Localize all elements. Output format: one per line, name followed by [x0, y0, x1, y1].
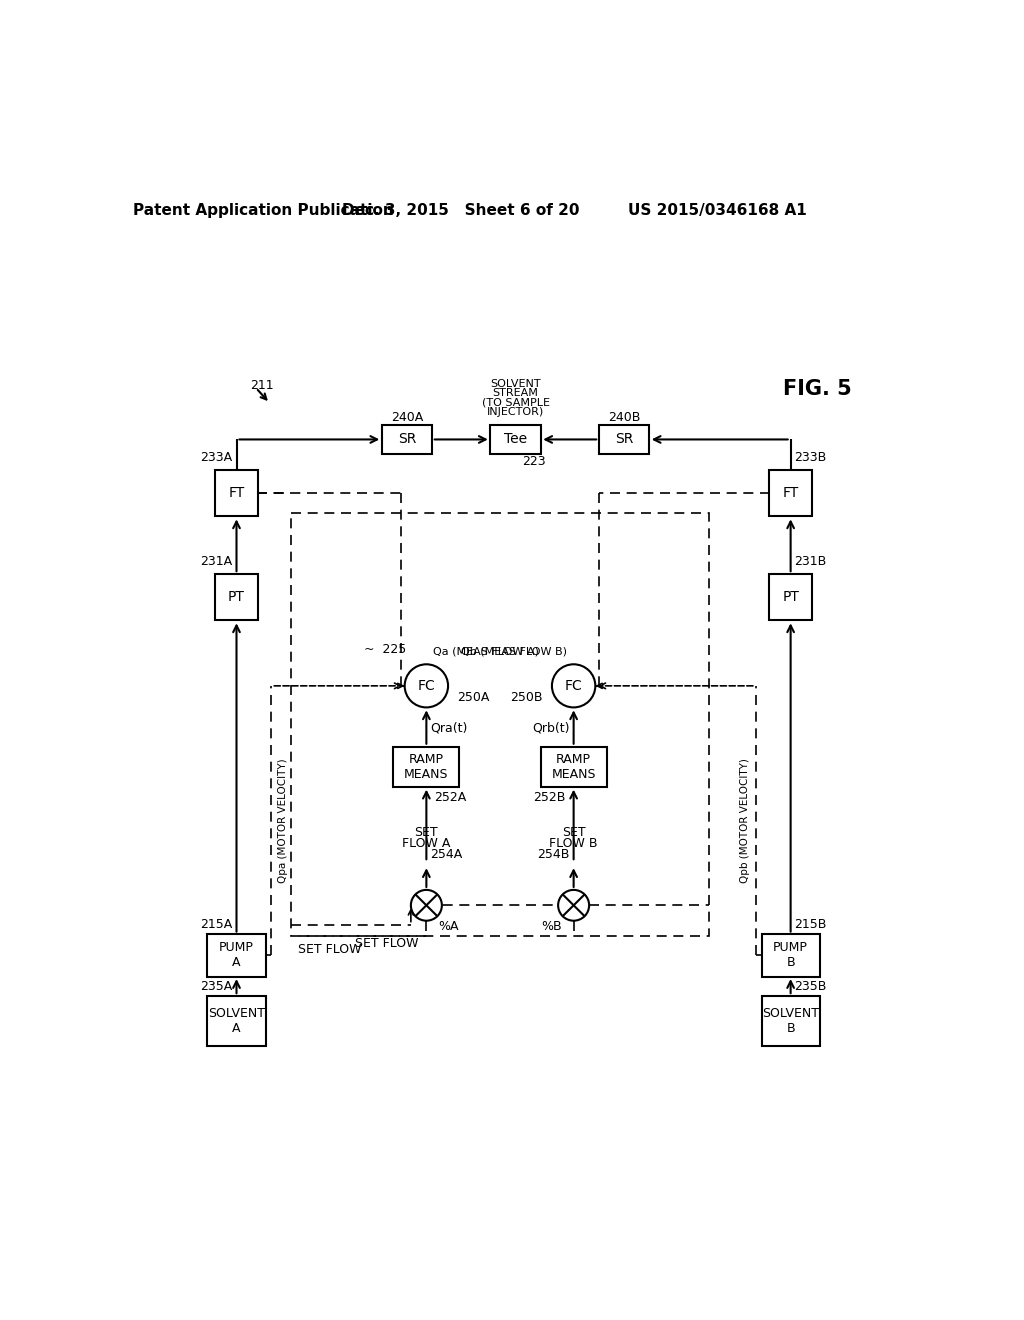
- Text: SET: SET: [562, 826, 586, 840]
- Text: SET: SET: [415, 826, 438, 840]
- Text: 250A: 250A: [458, 690, 489, 704]
- Text: Qpa (MOTOR VELOCITY): Qpa (MOTOR VELOCITY): [278, 758, 288, 883]
- Circle shape: [558, 890, 589, 921]
- Text: Qra(t): Qra(t): [430, 722, 468, 735]
- Text: FLOW B: FLOW B: [549, 837, 598, 850]
- Bar: [382, 425, 432, 454]
- Circle shape: [404, 664, 449, 708]
- Text: SOLVENT
B: SOLVENT B: [762, 1007, 819, 1035]
- Text: (TO SAMPLE: (TO SAMPLE: [481, 397, 550, 408]
- Bar: [291, 512, 710, 936]
- Text: Qpb (MOTOR VELOCITY): Qpb (MOTOR VELOCITY): [739, 758, 750, 883]
- Text: FIG. 5: FIG. 5: [783, 379, 852, 400]
- Text: FC: FC: [565, 678, 583, 693]
- Text: 254A: 254A: [430, 847, 463, 861]
- Text: 231A: 231A: [201, 556, 232, 569]
- Text: 215B: 215B: [795, 917, 826, 931]
- Bar: [393, 747, 460, 787]
- Text: PUMP
A: PUMP A: [219, 941, 254, 969]
- Text: 211: 211: [251, 379, 274, 392]
- Text: %A: %A: [438, 920, 459, 933]
- Text: 223: 223: [521, 454, 546, 467]
- Text: FC: FC: [418, 678, 435, 693]
- Bar: [769, 470, 812, 516]
- Text: 240A: 240A: [391, 412, 423, 425]
- Text: 233A: 233A: [201, 451, 232, 465]
- Text: 235B: 235B: [795, 979, 826, 993]
- Text: SET FLOW: SET FLOW: [299, 944, 362, 957]
- Bar: [215, 470, 258, 516]
- Text: FLOW A: FLOW A: [402, 837, 451, 850]
- Bar: [599, 425, 649, 454]
- Text: SET FLOW: SET FLOW: [355, 937, 419, 950]
- Bar: [769, 574, 812, 620]
- Text: 240B: 240B: [608, 412, 640, 425]
- Text: 233B: 233B: [795, 451, 826, 465]
- Text: FT: FT: [228, 486, 245, 500]
- Text: 252A: 252A: [434, 791, 466, 804]
- Text: US 2015/0346168 A1: US 2015/0346168 A1: [628, 203, 806, 218]
- Text: 254B: 254B: [538, 847, 569, 861]
- Text: 250B: 250B: [510, 690, 543, 704]
- Text: %B: %B: [542, 920, 562, 933]
- Bar: [541, 747, 606, 787]
- Text: STREAM: STREAM: [493, 388, 539, 399]
- Bar: [490, 425, 541, 454]
- Text: Qa (MEAS FLOW A): Qa (MEAS FLOW A): [432, 647, 539, 656]
- Text: Tee: Tee: [504, 433, 527, 446]
- Text: INJECTOR): INJECTOR): [486, 407, 544, 417]
- Text: Qb (MEAS FLOW B): Qb (MEAS FLOW B): [462, 647, 567, 656]
- Circle shape: [411, 890, 442, 921]
- Text: 215A: 215A: [201, 917, 232, 931]
- Text: ~  225: ~ 225: [365, 643, 407, 656]
- Text: RAMP
MEANS: RAMP MEANS: [551, 752, 596, 780]
- Bar: [762, 935, 819, 977]
- Text: PT: PT: [782, 590, 799, 605]
- Text: SR: SR: [397, 433, 416, 446]
- Bar: [208, 995, 265, 1045]
- Text: Patent Application Publication: Patent Application Publication: [133, 203, 394, 218]
- Text: FT: FT: [782, 486, 799, 500]
- Text: SR: SR: [614, 433, 633, 446]
- Text: Qrb(t): Qrb(t): [532, 722, 569, 735]
- Text: PT: PT: [228, 590, 245, 605]
- Bar: [215, 574, 258, 620]
- Text: SOLVENT: SOLVENT: [490, 379, 541, 389]
- Text: 235A: 235A: [201, 979, 232, 993]
- Bar: [208, 935, 265, 977]
- Text: 231B: 231B: [795, 556, 826, 569]
- Text: RAMP
MEANS: RAMP MEANS: [404, 752, 449, 780]
- Text: SOLVENT
A: SOLVENT A: [208, 1007, 265, 1035]
- Text: 252B: 252B: [534, 791, 566, 804]
- Text: Dec. 3, 2015   Sheet 6 of 20: Dec. 3, 2015 Sheet 6 of 20: [342, 203, 580, 218]
- Circle shape: [552, 664, 595, 708]
- Bar: [762, 995, 819, 1045]
- Text: PUMP
B: PUMP B: [773, 941, 808, 969]
